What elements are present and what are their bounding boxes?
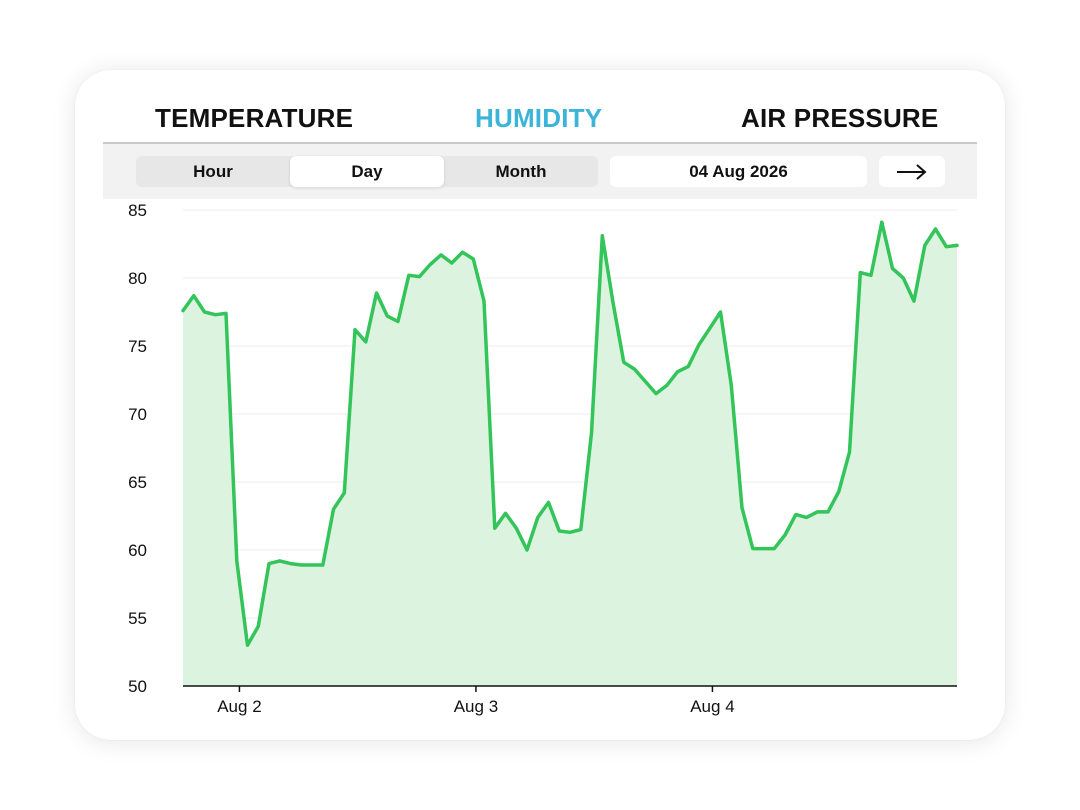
- tab-air-pressure[interactable]: AIR PRESSURE: [741, 103, 939, 133]
- range-hour-button[interactable]: Hour: [193, 162, 233, 181]
- next-date-button[interactable]: [879, 156, 945, 187]
- x-tick-label: Aug 3: [454, 697, 498, 716]
- chart-controls: Hour Day Month 04 Aug 2026: [103, 144, 977, 199]
- metric-tabs: TEMPERATURE HUMIDITY AIR PRESSURE: [75, 70, 1005, 150]
- tab-temperature[interactable]: TEMPERATURE: [155, 103, 354, 133]
- y-tick-label: 75: [128, 337, 147, 356]
- y-tick-label: 85: [128, 201, 147, 220]
- y-tick-label: 80: [128, 269, 147, 288]
- date-picker[interactable]: 04 Aug 2026: [610, 156, 867, 187]
- y-tick-label: 55: [128, 609, 147, 628]
- y-tick-label: 70: [128, 405, 147, 424]
- tab-humidity[interactable]: HUMIDITY: [475, 103, 603, 133]
- x-tick-label: Aug 4: [690, 697, 734, 716]
- humidity-area-fill: [183, 222, 957, 686]
- arrow-right-icon: [897, 164, 927, 180]
- y-axis-ticks: 50 55 60 65 70 75 80 85: [128, 201, 147, 696]
- x-tick-label: Aug 2: [217, 697, 261, 716]
- tab-divider: [103, 142, 977, 144]
- range-month-button[interactable]: Month: [495, 162, 547, 181]
- range-segmented-control: Hour Day Month: [136, 156, 598, 187]
- y-tick-label: 65: [128, 473, 147, 492]
- y-tick-label: 60: [128, 541, 147, 560]
- humidity-series-line: [181, 220, 959, 647]
- y-tick-label: 50: [128, 677, 147, 696]
- x-axis-ticks: Aug 2 Aug 3 Aug 4: [217, 686, 735, 716]
- range-day-button[interactable]: Day: [290, 156, 444, 187]
